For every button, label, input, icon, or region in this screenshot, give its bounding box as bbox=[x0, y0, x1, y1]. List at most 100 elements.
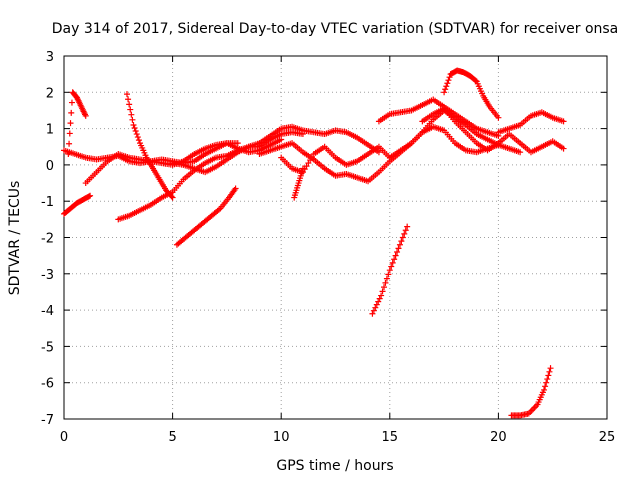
series-arc-11 bbox=[291, 165, 306, 201]
y-tick-label: -4 bbox=[41, 304, 54, 319]
data-point bbox=[130, 121, 137, 128]
data-point bbox=[66, 140, 73, 147]
data-point bbox=[131, 124, 138, 131]
data-point bbox=[445, 77, 452, 84]
data-point bbox=[123, 91, 130, 98]
grid-lines bbox=[64, 56, 607, 419]
data-point bbox=[545, 372, 552, 379]
data-point bbox=[547, 365, 554, 372]
y-tick-label: 3 bbox=[46, 50, 54, 65]
data-point bbox=[125, 96, 132, 103]
data-point bbox=[404, 223, 411, 230]
y-tick-label: -3 bbox=[41, 268, 54, 283]
data-point bbox=[398, 238, 405, 245]
data-point bbox=[133, 131, 140, 138]
y-tick-label: -1 bbox=[41, 195, 54, 210]
series-arc-8 bbox=[173, 185, 239, 248]
data-point bbox=[442, 86, 449, 93]
data-point bbox=[560, 145, 567, 152]
series-arc-5 bbox=[115, 129, 306, 223]
data-point bbox=[383, 275, 390, 282]
y-tick-label: 0 bbox=[46, 159, 54, 174]
data-point bbox=[386, 267, 393, 274]
data-points bbox=[61, 67, 567, 419]
data-point bbox=[65, 151, 72, 158]
data-point bbox=[370, 307, 377, 314]
data-point bbox=[132, 128, 139, 135]
axis-ticks: 0 5 10 15 20 25 -7 -6 -5 -4 -3 -2 -1 0 1 2 3 bbox=[41, 50, 615, 445]
data-point bbox=[67, 120, 74, 127]
data-point bbox=[443, 83, 450, 90]
data-point bbox=[375, 149, 382, 156]
data-point bbox=[299, 165, 306, 172]
data-point bbox=[495, 114, 502, 121]
series-arc-7 bbox=[169, 123, 382, 176]
data-point bbox=[399, 234, 406, 241]
data-point bbox=[472, 77, 479, 84]
data-point bbox=[517, 149, 524, 156]
data-point bbox=[305, 160, 312, 167]
data-point bbox=[395, 245, 402, 252]
data-point bbox=[87, 192, 94, 199]
y-axis-label: SDTVAR / TECUs bbox=[7, 181, 23, 296]
series-arc-15 bbox=[441, 67, 502, 121]
data-point bbox=[68, 109, 75, 116]
data-point bbox=[126, 101, 133, 108]
data-point bbox=[372, 304, 379, 311]
data-point bbox=[441, 89, 448, 96]
y-tick-label: -6 bbox=[41, 377, 54, 392]
series-arc-9 bbox=[256, 123, 502, 185]
series-arc-14 bbox=[419, 105, 567, 156]
data-point bbox=[369, 310, 376, 317]
data-point bbox=[546, 368, 553, 375]
data-point bbox=[402, 227, 409, 234]
data-point bbox=[389, 259, 396, 266]
data-point bbox=[379, 288, 386, 295]
y-tick-label: -5 bbox=[41, 340, 54, 355]
series-arc-6 bbox=[123, 91, 176, 201]
data-point bbox=[385, 271, 392, 278]
series-arc-13 bbox=[369, 223, 411, 317]
series-arc-17 bbox=[508, 365, 554, 419]
x-tick-label: 5 bbox=[168, 430, 176, 445]
data-point bbox=[392, 252, 399, 259]
data-point bbox=[278, 136, 285, 143]
y-tick-label: -7 bbox=[41, 413, 54, 428]
data-point bbox=[85, 193, 92, 200]
chart-title: Day 314 of 2017, Sidereal Day-to-day VTE… bbox=[52, 21, 619, 37]
data-point bbox=[560, 118, 567, 125]
x-tick-label: 25 bbox=[599, 430, 616, 445]
data-point bbox=[373, 301, 380, 308]
data-point bbox=[308, 154, 315, 161]
x-axis-label: GPS time / hours bbox=[276, 458, 393, 474]
data-point bbox=[129, 116, 136, 123]
data-point bbox=[68, 99, 75, 106]
x-tick-label: 0 bbox=[60, 430, 68, 445]
y-tick-label: 2 bbox=[46, 86, 54, 101]
y-tick-label: 1 bbox=[46, 123, 54, 138]
data-point bbox=[134, 134, 141, 141]
data-point bbox=[234, 140, 241, 147]
data-point bbox=[401, 230, 408, 237]
data-point bbox=[382, 279, 389, 286]
data-point bbox=[303, 163, 310, 170]
data-point bbox=[375, 298, 382, 305]
series-arc-4 bbox=[82, 136, 285, 187]
data-point bbox=[444, 80, 451, 87]
x-tick-label: 10 bbox=[273, 430, 290, 445]
y-tick-label: -2 bbox=[41, 232, 54, 247]
data-point bbox=[169, 194, 176, 201]
data-point bbox=[168, 193, 175, 200]
data-point bbox=[127, 106, 134, 113]
data-point bbox=[541, 386, 548, 393]
data-point bbox=[542, 383, 549, 390]
x-tick-label: 20 bbox=[490, 430, 507, 445]
data-point bbox=[544, 376, 551, 383]
data-point bbox=[388, 263, 395, 270]
data-point bbox=[446, 74, 453, 81]
series-arc-16 bbox=[495, 109, 567, 136]
data-point bbox=[394, 249, 401, 256]
data-point bbox=[135, 137, 142, 144]
data-point bbox=[307, 157, 314, 164]
